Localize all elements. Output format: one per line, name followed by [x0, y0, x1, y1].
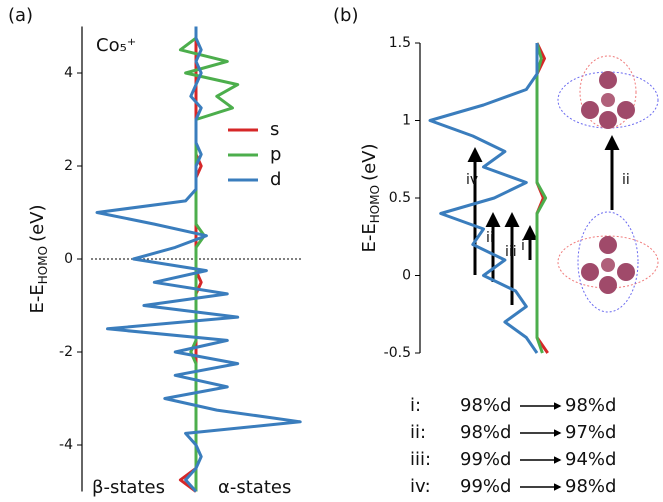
- transition-from: 99%d: [460, 476, 511, 497]
- transition-from: 99%d: [460, 449, 511, 470]
- y-label-sub: HOMO: [36, 246, 50, 284]
- y-axis-label: E-EHOMO (eV): [359, 144, 382, 253]
- y-tick-label: -4: [59, 437, 73, 453]
- y-label-unit: (eV): [27, 205, 48, 242]
- y-axis-label: E-EHOMO (eV): [27, 205, 50, 314]
- orbital-label: ii: [622, 172, 630, 188]
- y-tick-label: 2: [64, 158, 73, 174]
- states-label: α-states: [218, 477, 291, 498]
- y-tick-label: 0.5: [389, 190, 411, 206]
- legend-label: p: [270, 144, 281, 165]
- transition-to: 94%d: [565, 449, 616, 470]
- transition-label: iii:: [410, 449, 431, 470]
- figure: iv ii iii i ii -4-2024spd(a)E-EHOMO(eV)C…: [0, 0, 663, 502]
- y-tick-label: 0: [402, 268, 411, 284]
- transition-to: 98%d: [565, 476, 616, 497]
- legend-label: d: [270, 169, 281, 190]
- orbital-top: [558, 56, 658, 129]
- y-tick-label: 0: [64, 251, 73, 267]
- transition-from: 98%d: [460, 422, 511, 443]
- panel-label: (b): [333, 5, 358, 26]
- dos-curve: [430, 43, 537, 353]
- y-tick-label: -0.5: [384, 345, 411, 361]
- arrow-label: i: [521, 238, 525, 254]
- orbital-bottom: [558, 212, 658, 312]
- y-label-main: E-E: [27, 284, 48, 313]
- y-tick-label: 4: [64, 65, 73, 81]
- y-tick-label: 1: [402, 113, 411, 129]
- panel-label: (a): [8, 5, 33, 26]
- y-tick-label: 1.5: [389, 35, 411, 51]
- arrow-label: ii: [486, 230, 494, 246]
- transition-label: ii:: [410, 422, 426, 443]
- transition-from: 98%d: [460, 395, 511, 416]
- transition-label: iv:: [410, 476, 431, 497]
- dos-curve: [537, 43, 546, 353]
- species-label: Co₅⁺: [96, 35, 136, 56]
- states-label: β-states: [92, 477, 165, 498]
- y-label-main: E-E: [359, 223, 380, 252]
- transition-to: 98%d: [565, 395, 616, 416]
- y-label-unit: (eV): [359, 144, 380, 181]
- transition-to: 97%d: [565, 422, 616, 443]
- legend-label: s: [270, 119, 279, 140]
- transition-label: i:: [410, 395, 421, 416]
- arrow-label: iv: [466, 172, 478, 188]
- arrow-label: iii: [505, 244, 517, 260]
- y-tick-label: -2: [59, 344, 73, 360]
- y-label-sub: HOMO: [368, 185, 382, 223]
